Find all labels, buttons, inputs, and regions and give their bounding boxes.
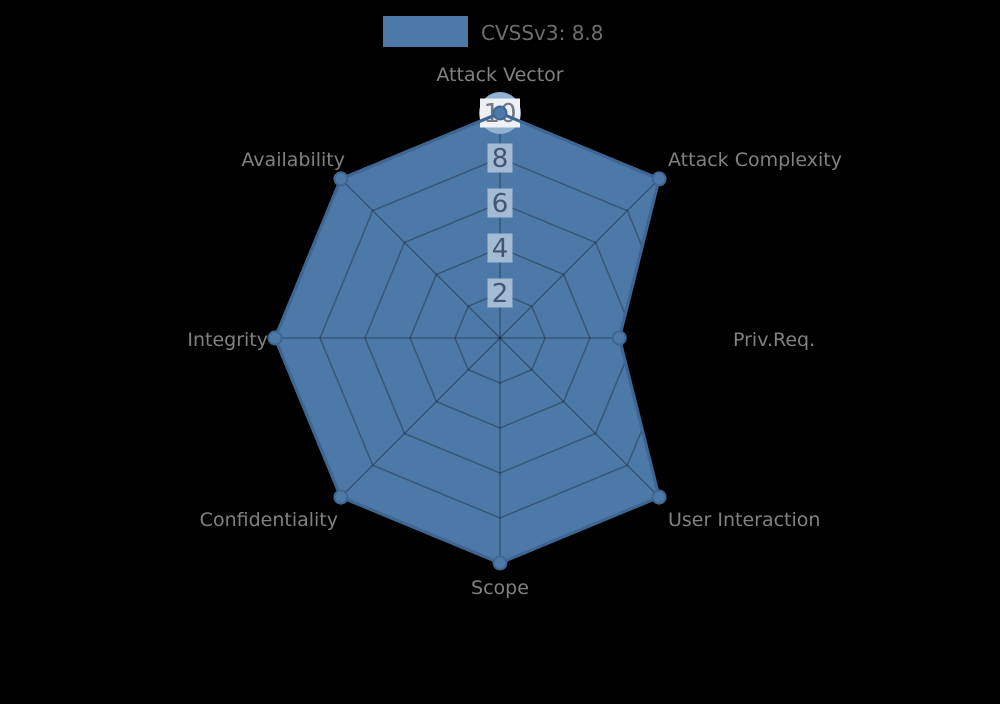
vertex-marker-0 (492, 105, 508, 121)
radial-tick-label-2: 2 (492, 279, 509, 309)
axis-label-user-interaction: User Interaction (668, 509, 820, 531)
grid-ring-4 (409, 247, 591, 429)
axis-label-integrity: Integrity (187, 329, 268, 351)
grid-spoke-5 (340, 337, 501, 498)
vertex-marker-2 (611, 330, 627, 346)
legend-label: CVSSv3: 8.8 (481, 21, 604, 45)
grid-spoke-1 (499, 178, 660, 339)
vertex-marker-4 (492, 555, 508, 571)
axis-label-priv-req: Priv.Req. (733, 329, 815, 351)
grid-spoke-7 (340, 178, 501, 339)
grid-ring-2 (454, 292, 546, 384)
radial-tick-box-2 (487, 278, 513, 308)
radial-tick-label-4: 4 (492, 234, 509, 264)
grid-ring-6 (364, 202, 636, 474)
radar-series-fill (275, 113, 660, 563)
axis-label-confidentiality: Confidentiality (200, 509, 338, 531)
grid-ring-8 (319, 157, 681, 519)
grid-spoke-3 (499, 337, 660, 498)
radial-tick-label-8: 8 (492, 144, 509, 174)
axis-label-scope: Scope (471, 577, 529, 599)
legend-swatch (383, 16, 468, 47)
vertex-marker-3 (651, 489, 667, 505)
radial-tick-box-8 (487, 143, 513, 173)
radial-tick-box-6 (487, 188, 513, 218)
axis-label-attack-vector: Attack Vector (436, 64, 563, 86)
vertex-marker-6 (267, 330, 283, 346)
axis-label-attack-complexity: Attack Complexity (668, 149, 842, 171)
vertex-marker-7 (333, 171, 349, 187)
radial-tick-box-4 (487, 233, 513, 263)
vertex-marker-1 (651, 171, 667, 187)
axis-label-availability: Availability (241, 149, 345, 171)
vertex-marker-5 (333, 489, 349, 505)
radial-tick-label-6: 6 (492, 189, 509, 219)
